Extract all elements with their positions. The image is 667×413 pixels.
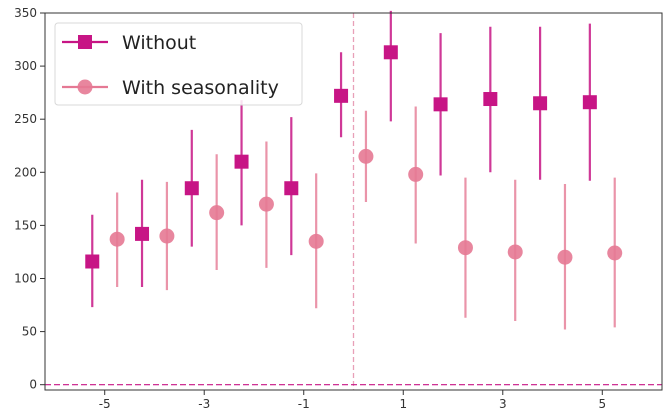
data-point bbox=[284, 181, 299, 196]
legend: Without With seasonality bbox=[54, 22, 303, 106]
data-point bbox=[533, 96, 548, 111]
data-point bbox=[334, 88, 349, 103]
data-point bbox=[607, 245, 623, 261]
data-point bbox=[507, 244, 523, 260]
x-tick-label: 5 bbox=[598, 397, 606, 411]
data-point bbox=[582, 95, 597, 110]
data-point bbox=[383, 45, 398, 60]
legend-item-without: Without bbox=[62, 32, 196, 54]
y-axis: 0 50 100 150 200 250 300 350 bbox=[14, 6, 45, 392]
x-axis: -5 -3 -1 1 3 5 bbox=[99, 390, 606, 411]
x-tick-label: 1 bbox=[399, 397, 407, 411]
y-tick-label: 250 bbox=[14, 112, 37, 126]
data-point bbox=[433, 97, 448, 112]
data-point bbox=[308, 233, 324, 249]
plot-area-frame bbox=[44, 12, 663, 391]
legend-label: With seasonality bbox=[122, 77, 279, 99]
data-point bbox=[408, 166, 424, 182]
y-tick-label: 200 bbox=[14, 165, 37, 179]
data-point bbox=[109, 231, 125, 247]
series-with-seasonality bbox=[109, 106, 623, 330]
x-tick-label: -1 bbox=[298, 397, 310, 411]
data-point bbox=[234, 154, 249, 169]
x-tick-label: -5 bbox=[99, 397, 111, 411]
data-point bbox=[258, 196, 274, 212]
legend-box bbox=[54, 22, 303, 106]
data-point bbox=[159, 228, 175, 244]
x-tick-label: 3 bbox=[499, 397, 507, 411]
y-tick-label: 350 bbox=[14, 6, 37, 20]
reference-lines bbox=[45, 13, 662, 390]
legend-marker bbox=[77, 79, 93, 95]
y-tick-label: 50 bbox=[22, 325, 37, 339]
data-point bbox=[557, 249, 573, 265]
data-point bbox=[457, 240, 473, 256]
data-point bbox=[135, 226, 150, 241]
data-point bbox=[483, 92, 498, 107]
legend-marker bbox=[78, 35, 92, 49]
plot-series bbox=[85, 10, 623, 330]
legend-label: Without bbox=[122, 32, 196, 54]
y-tick-label: 0 bbox=[29, 378, 37, 392]
data-point bbox=[184, 181, 199, 196]
y-tick-label: 100 bbox=[14, 271, 37, 285]
legend-item-with-seasonality: With seasonality bbox=[62, 77, 279, 99]
data-point bbox=[85, 254, 100, 269]
x-tick-label: -3 bbox=[198, 397, 210, 411]
y-tick-label: 300 bbox=[14, 59, 37, 73]
series-without bbox=[85, 10, 597, 308]
data-point bbox=[358, 148, 374, 164]
y-tick-label: 150 bbox=[14, 218, 37, 232]
data-point bbox=[209, 205, 225, 221]
